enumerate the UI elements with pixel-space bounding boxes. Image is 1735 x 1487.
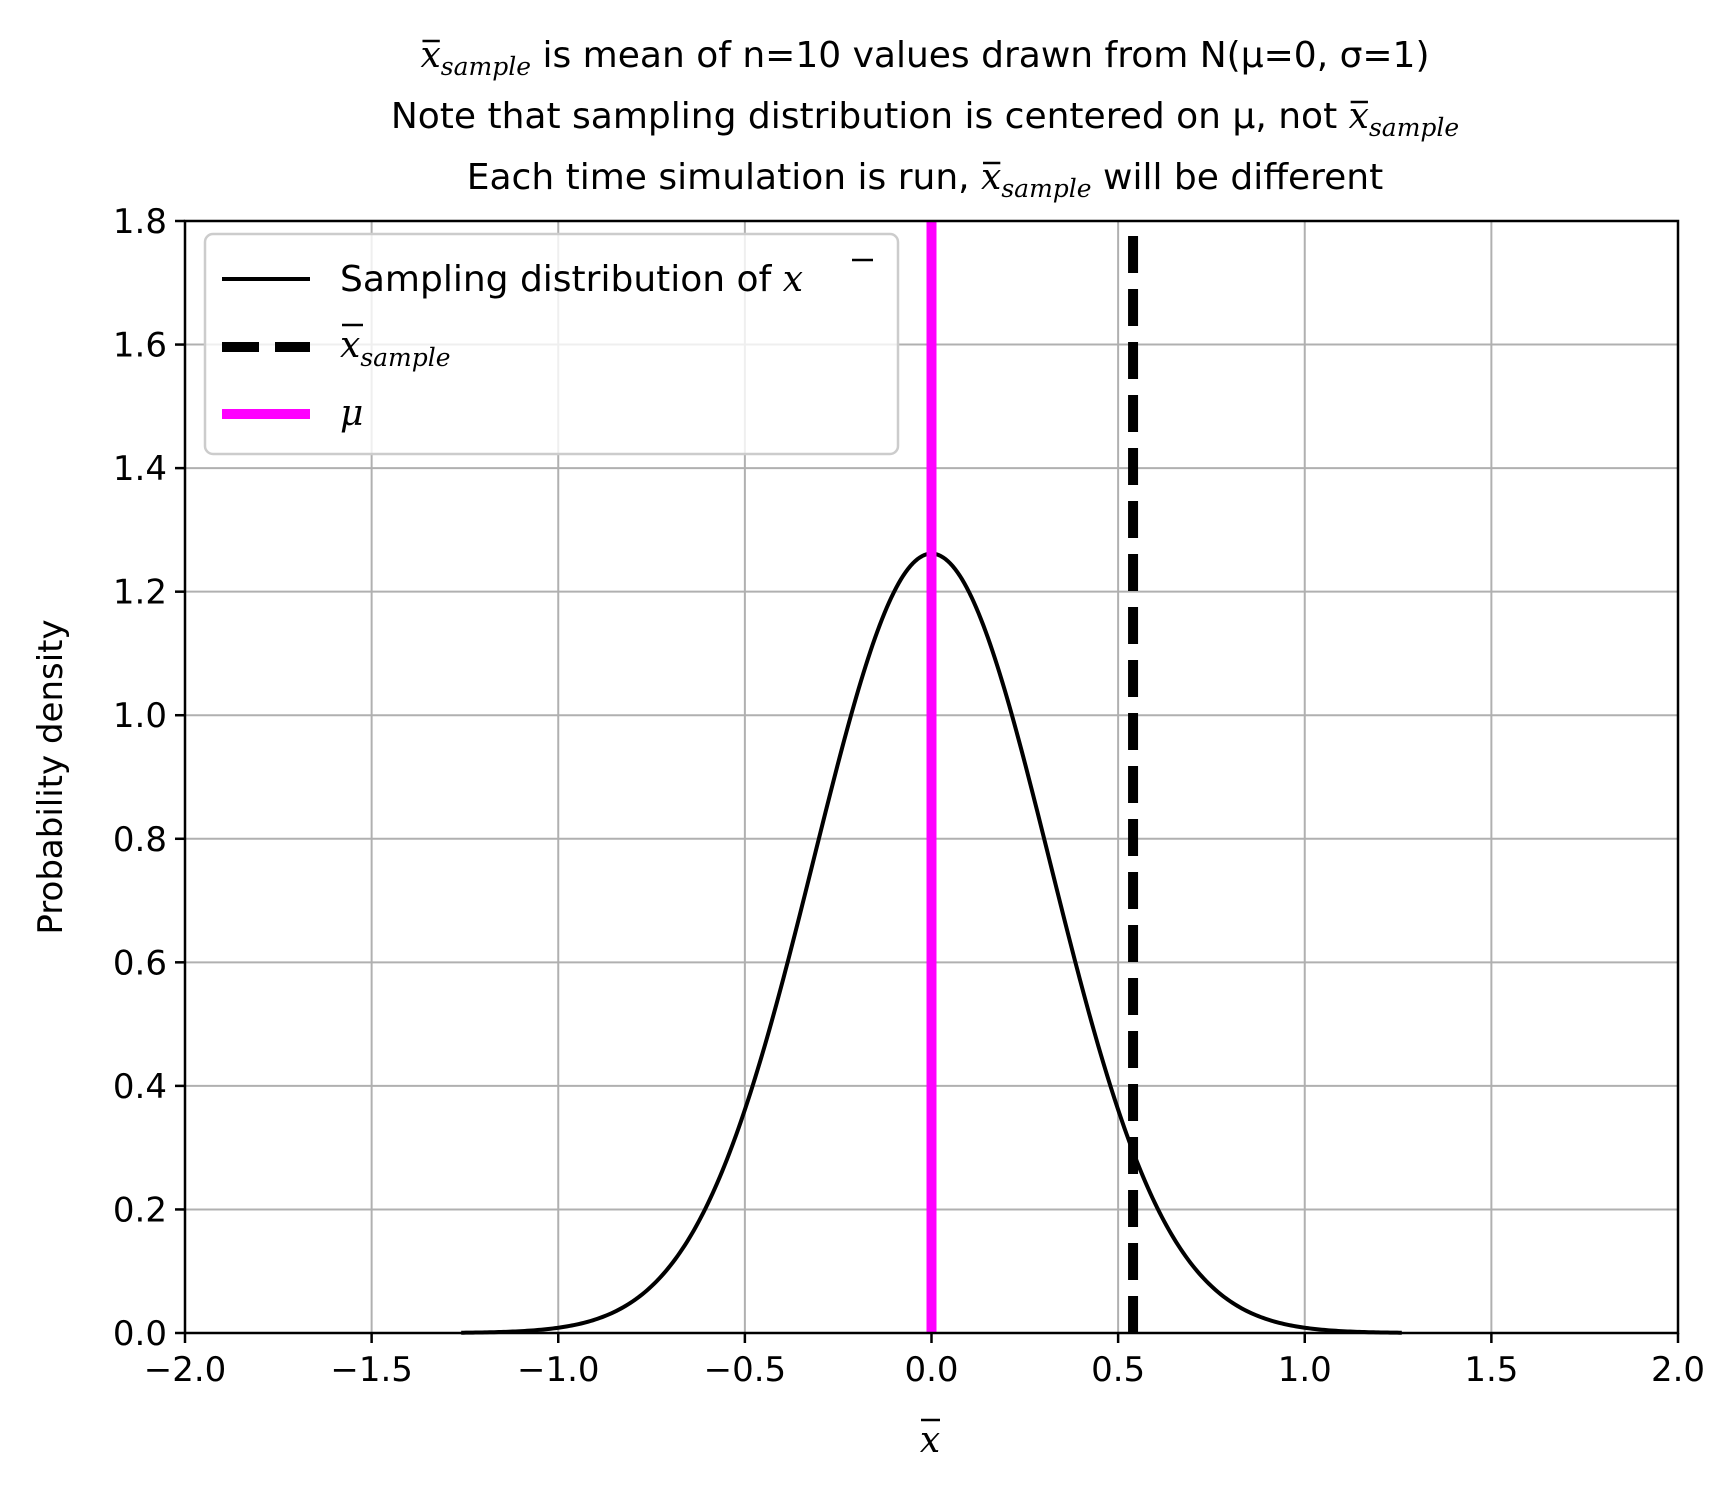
x-tick-label-7: 1.5 [1464,1350,1518,1390]
y-tick-label-7: 1.4 [113,449,167,489]
y-tick-label-3: 0.6 [113,943,167,983]
title-line-3-sub: sample [1001,174,1091,203]
legend-label-sampling-xbar: x [783,259,803,300]
y-tick-label-1: 0.2 [113,1190,167,1230]
y-tick-label-5: 1.0 [113,696,167,736]
legend: Sampling distribution of x xsample μ [203,232,900,456]
title-line-2-pre: Note that sampling distribution is cente… [391,96,1349,137]
title-line-2-sub: sample [1369,113,1459,142]
y-tick-label-0: 0.0 [113,1314,167,1354]
y-tick-label-4: 0.8 [113,820,167,860]
x-tick-label-6: 1.0 [1278,1350,1332,1390]
x-tick-label-1: −1.5 [330,1350,413,1390]
y-tick-label-2: 0.4 [113,1067,167,1107]
legend-label-sampling-distribution: Sampling distribution of x [340,259,803,300]
plot-area [461,221,1402,1335]
title-line-2-xbar: x [1349,96,1369,137]
title-line-1-post: is mean of n=10 values drawn from N(μ=0,… [531,35,1430,76]
title-line-1-sub: sample [441,52,531,81]
y-tick-label-9: 1.8 [113,202,167,242]
ticks: −2.0 −1.5 −1.0 −0.5 0.0 0.5 1.0 1.5 2.0 0.0 0.2 0.4… [113,202,1705,1390]
title-line-3-xbar: x [981,157,1001,198]
title-line-3-pre: Each time simulation is run, [467,157,981,198]
x-tick-label-0: −2.0 [144,1350,227,1390]
title-line-1-xbar: x [420,35,440,76]
x-tick-label-4: 0.0 [904,1350,958,1390]
y-tick-label-6: 1.2 [113,573,167,613]
x-axis-label: x [920,1420,940,1461]
legend-label-xbar-sample: xsample [340,325,451,372]
legend-label-xbar: x [340,325,360,366]
title-line-3: Each time simulation is run, xsample wil… [467,157,1384,203]
x-tick-label-8: 2.0 [1651,1350,1705,1390]
y-axis-label: Probability density [31,619,71,934]
x-tick-label-2: −1.0 [517,1350,600,1390]
title-line-3-post: will be different [1092,157,1384,198]
title-overbars [422,39,1368,165]
legend-box [203,232,900,456]
title-line-1: xsample is mean of n=10 values drawn fro… [420,35,1429,81]
x-tick-label-5: 0.5 [1091,1350,1145,1390]
x-tick-label-3: −0.5 [704,1350,787,1390]
title-line-2: Note that sampling distribution is cente… [391,96,1459,142]
y-tick-label-8: 1.6 [113,326,167,366]
legend-label-xbar-sub: sample [360,343,450,372]
legend-label-mu: μ [340,393,363,434]
